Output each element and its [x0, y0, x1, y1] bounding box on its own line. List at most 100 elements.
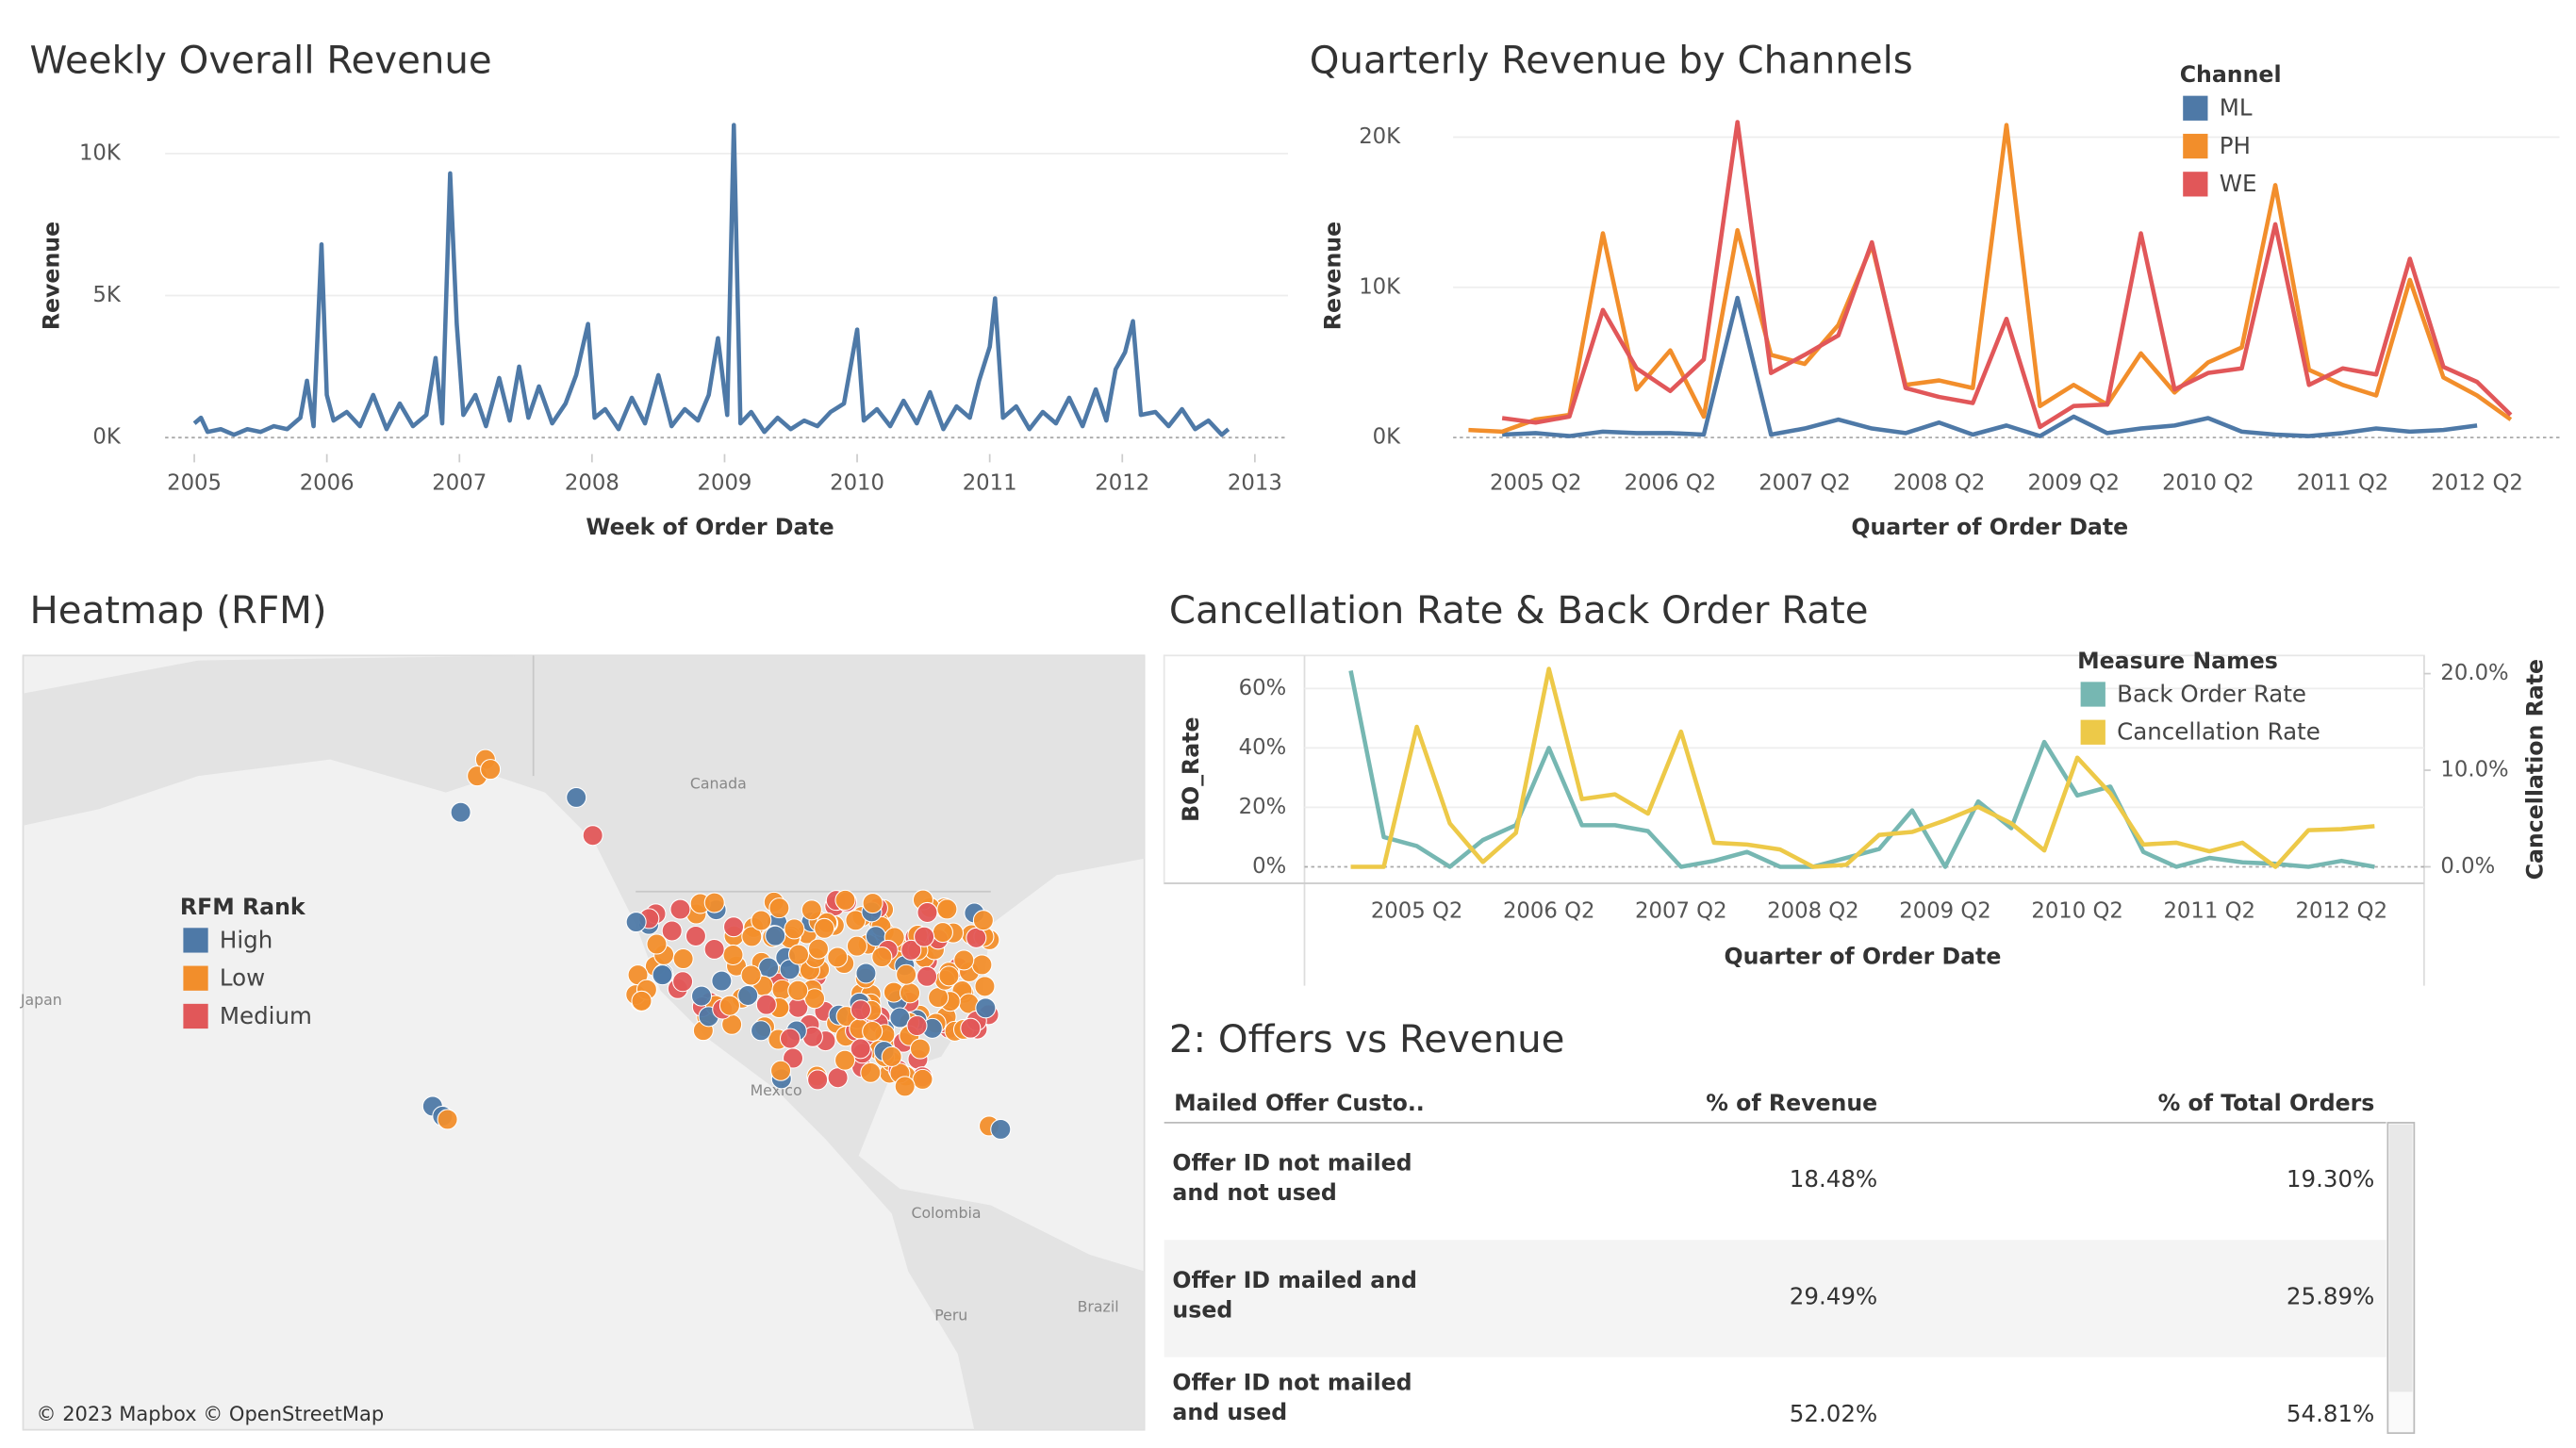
table-cell: 54.81% [2287, 1400, 2374, 1427]
legend-swatch [2080, 719, 2105, 745]
map-point [896, 963, 917, 985]
map-point [894, 1076, 916, 1097]
map-point [787, 979, 809, 1001]
map-point [703, 938, 725, 960]
table-cell: 25.89% [2287, 1283, 2374, 1310]
map-point [661, 920, 683, 942]
x-tick-label: 2008 [565, 471, 619, 496]
legend-text: Cancellation Rate [2117, 718, 2320, 746]
y-tick-label: 40% [1239, 735, 1287, 760]
y2-tick-label: 10.0% [2440, 758, 2508, 782]
scrollbar-thumb[interactable] [2389, 1124, 2413, 1392]
map-point [916, 965, 938, 987]
y-axis-title: BO_Rate [1178, 716, 1204, 821]
x-tick-label: 2006 [300, 471, 355, 496]
y-tick-label: 0K [1373, 425, 1401, 450]
x-tick-label: 2005 Q2 [1490, 471, 1582, 496]
legend-title: Channel [2180, 61, 2282, 88]
row-label-box: Offer ID not mailed and not used [1172, 1151, 1412, 1208]
map-point [827, 1067, 849, 1089]
x-axis-title: Quarter of Order Date [1725, 943, 2002, 969]
map-point [971, 954, 993, 976]
legend-swatch [183, 928, 208, 953]
x-tick-label: 2009 Q2 [2027, 471, 2120, 496]
map-point [672, 947, 694, 970]
map-point [751, 910, 772, 931]
map-label: Mexico [751, 1081, 802, 1099]
legend-title: Measure Names [2077, 648, 2278, 674]
y-tick-label: 5K [92, 283, 121, 307]
x-tick-label: 2011 Q2 [2297, 471, 2389, 496]
legend-swatch [2080, 682, 2105, 707]
map-label: Colombia [911, 1204, 981, 1222]
x-tick-label: 2011 Q2 [2163, 898, 2255, 923]
map-point [960, 1017, 982, 1039]
legend-title: RFM Rank [180, 894, 306, 920]
map-point [740, 964, 762, 986]
map-point [807, 1069, 829, 1091]
map-point [566, 786, 587, 808]
column-header: Mailed Offer Custo.. [1174, 1090, 1425, 1116]
x-tick-label: 2010 [830, 471, 884, 496]
y-tick-label: 10K [1359, 274, 1401, 299]
map-point [850, 999, 871, 1021]
map-point [900, 982, 921, 1004]
y-tick-label: 0% [1252, 854, 1286, 879]
map-point [690, 985, 713, 1007]
map-label: Peru [934, 1306, 967, 1324]
map-point [582, 825, 603, 847]
x-tick-label: 2009 Q2 [1899, 898, 1991, 923]
legend-text: ML [2220, 94, 2253, 122]
map-point [932, 922, 953, 944]
x-tick-label: 2008 Q2 [1767, 898, 1859, 923]
map-point [723, 916, 745, 938]
map-point [685, 925, 706, 947]
y-tick-label: 0K [92, 425, 121, 450]
x-tick-label: 2007 Q2 [1635, 898, 1727, 923]
map-point [768, 897, 790, 919]
map-point [814, 917, 835, 939]
chart-title: Cancellation Rate & Back Order Rate [1169, 589, 1869, 633]
legend-text: High [220, 926, 272, 953]
map-point [741, 926, 763, 947]
map-point [834, 889, 856, 911]
map-land [23, 655, 1145, 1430]
map-point [909, 1038, 931, 1060]
map-point [906, 1014, 928, 1037]
y2-axis-title: Cancellation Rate [2521, 659, 2548, 880]
map-point [855, 963, 877, 984]
map-point [672, 971, 694, 993]
map-point [751, 1020, 772, 1042]
legend-text: PH [2220, 132, 2251, 159]
map-point [758, 957, 780, 979]
x-axis-title: Quarter of Order Date [1851, 514, 2128, 540]
x-tick-label: 2007 [432, 471, 487, 496]
map-point [938, 965, 960, 987]
y-axis-title: Revenue [39, 222, 65, 330]
series-line [192, 123, 1230, 437]
map-point [652, 964, 673, 986]
map-title: Heatmap (RFM) [30, 589, 327, 633]
legend-text: Medium [220, 1002, 312, 1029]
row-band [1164, 1240, 2386, 1358]
table-cell: 52.02% [1790, 1400, 1877, 1427]
map-point [936, 898, 958, 920]
map-point [862, 1020, 883, 1043]
table-cell: 19.30% [2287, 1165, 2374, 1193]
map-point [972, 910, 994, 931]
x-tick-label: 2013 [1228, 471, 1282, 496]
map-point [916, 901, 938, 923]
map-point [912, 1068, 933, 1090]
map-point [669, 898, 691, 920]
map-point [770, 1060, 792, 1081]
map-point [807, 938, 830, 960]
map-point [801, 899, 822, 921]
y-tick-label: 60% [1239, 676, 1287, 700]
map-point [737, 984, 759, 1007]
legend-text: Back Order Rate [2117, 680, 2306, 707]
map-point [974, 976, 996, 997]
map-point [889, 1007, 911, 1028]
map-point [846, 935, 867, 957]
